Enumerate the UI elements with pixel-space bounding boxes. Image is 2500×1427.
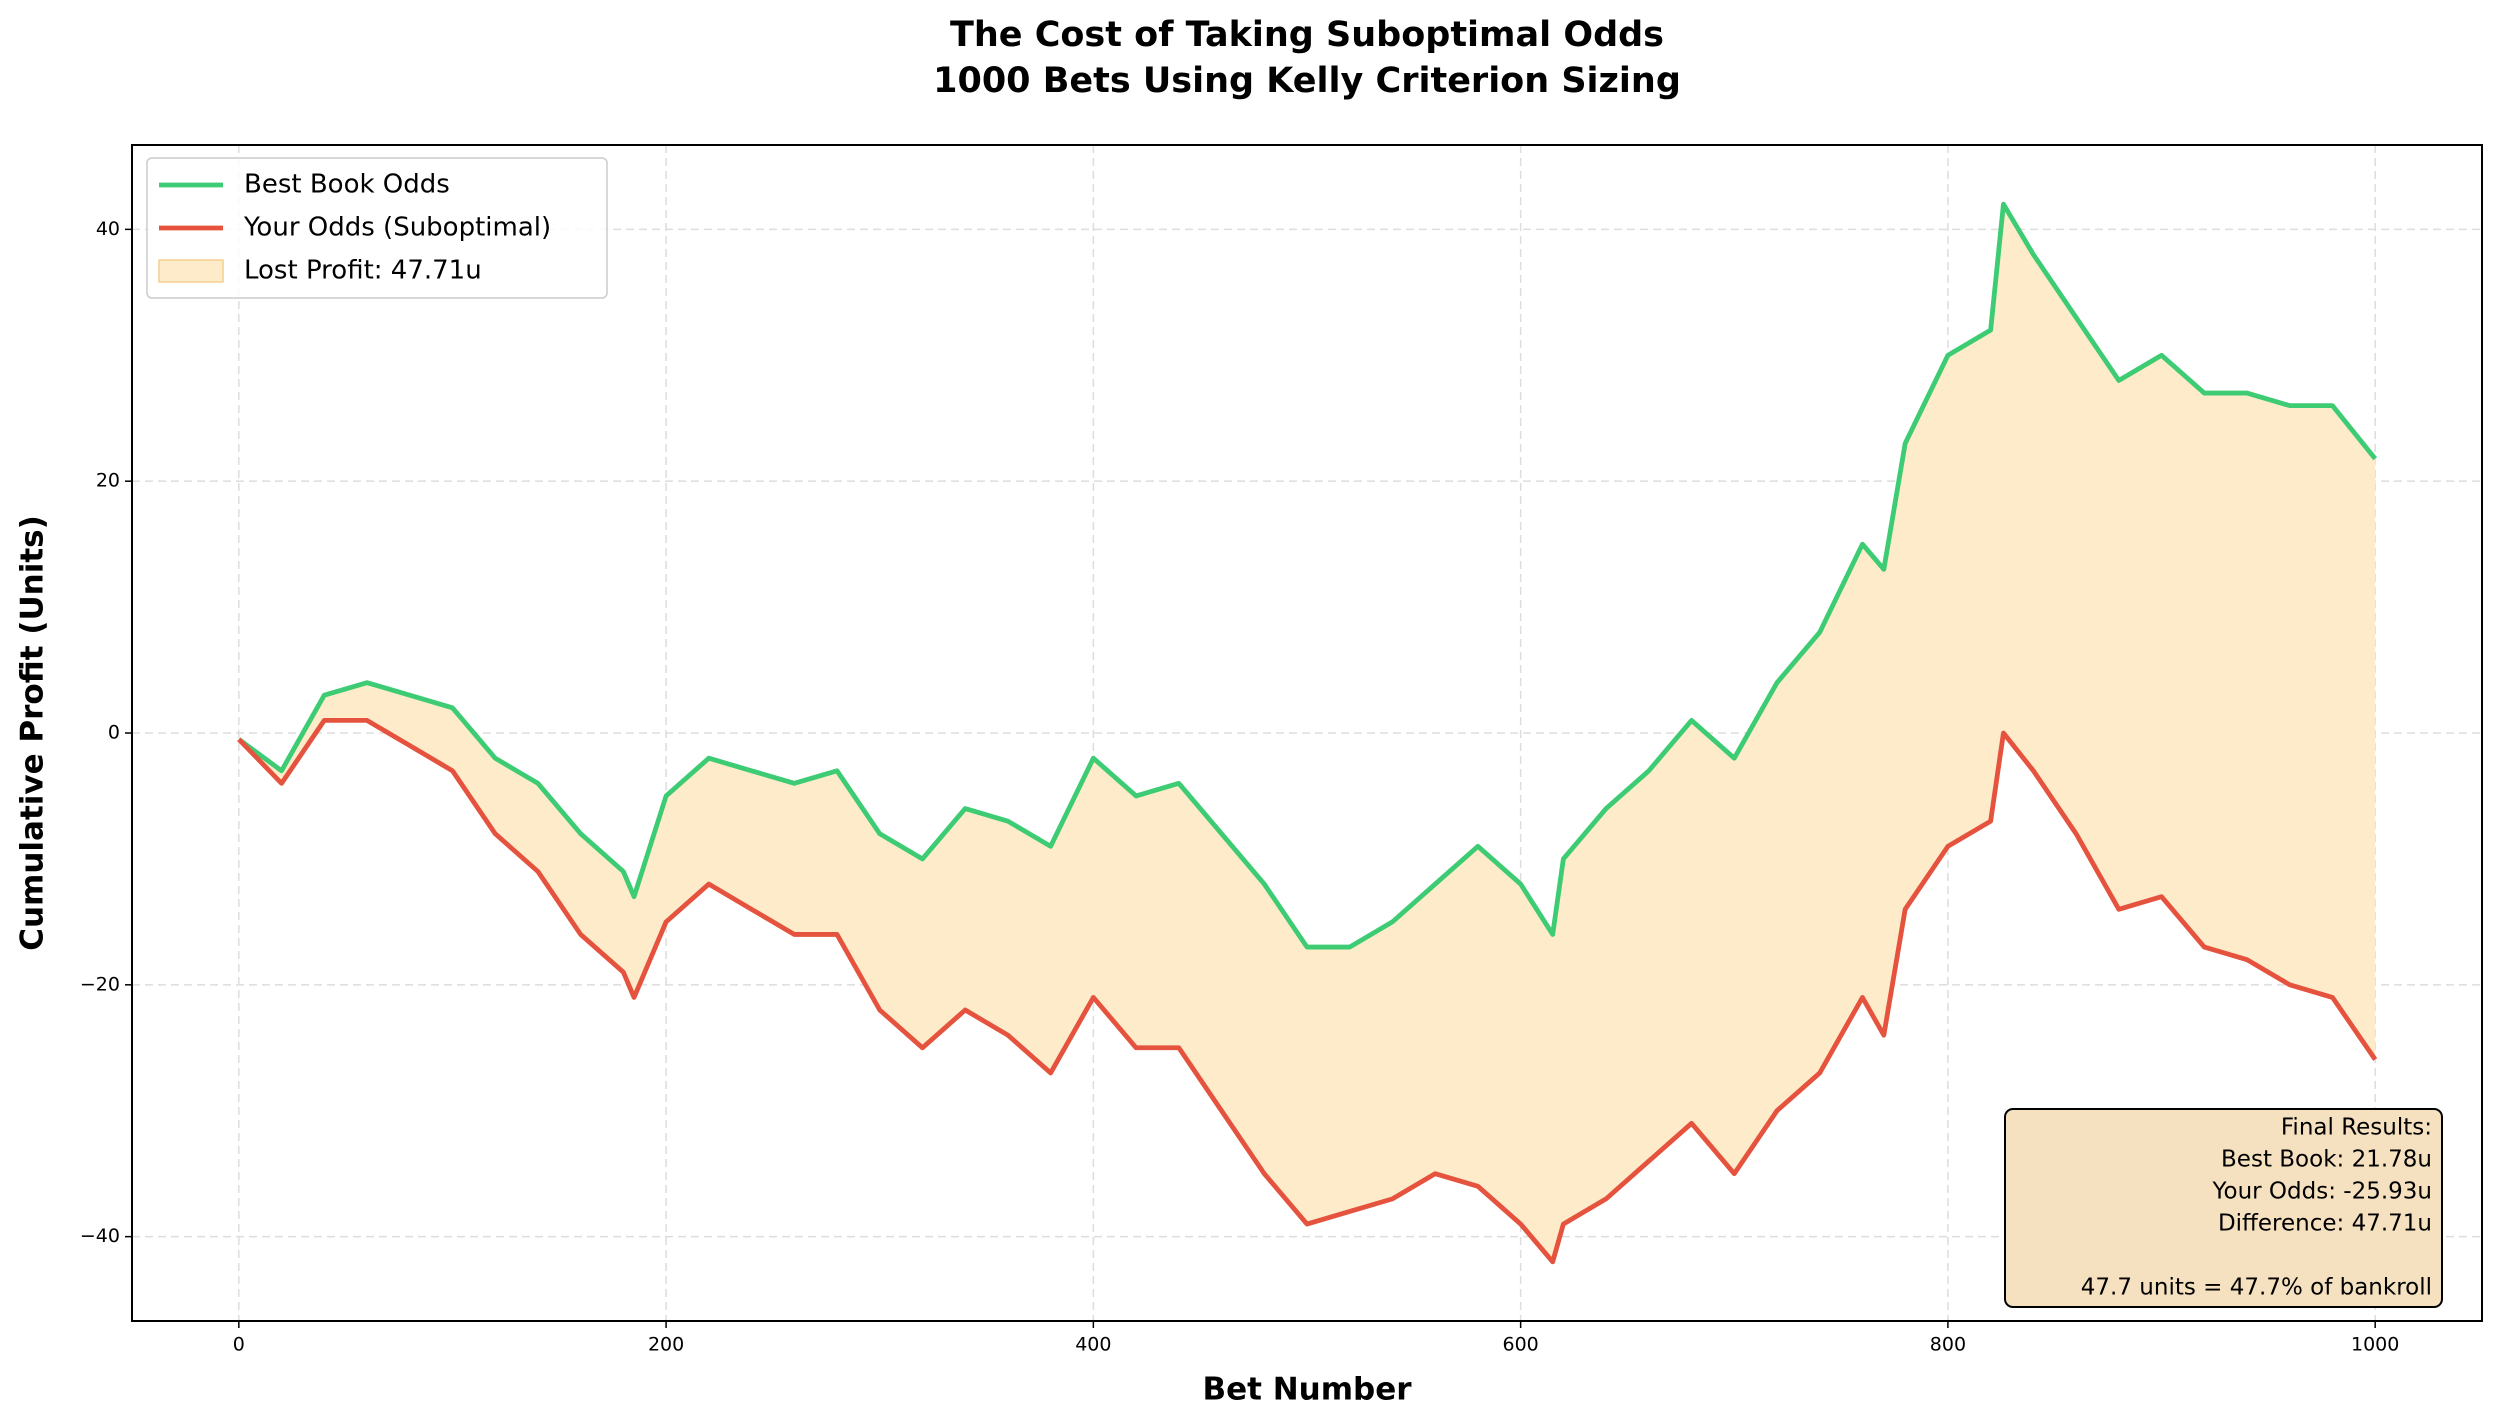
y-tick-label: −40 (80, 1225, 120, 1247)
legend-label: Best Book Odds (244, 170, 450, 200)
plot-frame (131, 144, 2483, 1322)
line-series (237, 718, 2378, 1265)
annotation-line: Difference: 47.71u (2218, 1211, 2432, 1237)
chart-subtitle: 1000 Bets Using Kelly Criterion Sizing (933, 61, 1681, 101)
y-tick-label: −20 (80, 973, 120, 995)
annotation-line: Best Book: 21.78u (2221, 1147, 2432, 1173)
lost-profit-fill (238, 204, 2376, 1262)
legend-label: Your Odds (Suboptimal) (243, 213, 551, 243)
chart-title: The Cost of Taking Suboptimal Odds (950, 15, 1664, 55)
legend-box (146, 157, 608, 299)
y-axis-label: Cumulative Profit (Units) (15, 515, 51, 951)
legend-label: Lost Profit: 47.71u (244, 256, 482, 286)
y-tick-label: 20 (96, 470, 120, 492)
x-axis-label: Bet Number (1202, 1372, 1412, 1408)
line-series (237, 201, 2378, 950)
x-tick-label: 1000 (2351, 1334, 2399, 1356)
x-tick-label: 200 (648, 1334, 684, 1356)
annotation-line: Final Results: (2281, 1115, 2432, 1141)
annotation-line: 47.7 units = 47.7% of bankroll (2081, 1275, 2432, 1301)
annotation-line: Your Odds: -25.93u (2212, 1179, 2432, 1205)
y-tick-label: 40 (96, 218, 120, 240)
x-tick-label: 600 (1503, 1334, 1539, 1356)
y-tick-label: 0 (108, 722, 120, 744)
x-tick-label: 800 (1930, 1334, 1966, 1356)
annotation-box (2004, 1108, 2443, 1308)
x-tick-label: 400 (1075, 1334, 1111, 1356)
legend-swatch (158, 259, 224, 283)
x-tick-label: 0 (233, 1334, 245, 1356)
